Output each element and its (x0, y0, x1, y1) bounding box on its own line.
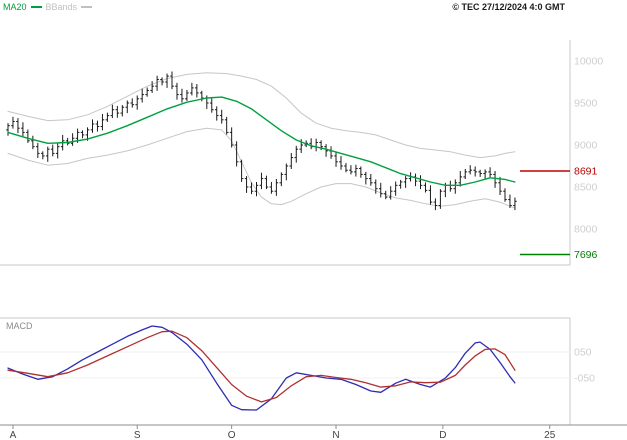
time-axis-label: 25 (544, 430, 556, 440)
time-axis-label: O (228, 430, 236, 440)
macd-tick-label: -050 (574, 373, 595, 385)
time-axis-label: N (332, 430, 339, 440)
price-tick-label: 9500 (574, 98, 598, 110)
macd-line (7, 325, 516, 411)
resistance-price-label: 8691 (574, 165, 598, 177)
macd-signal-line (7, 330, 516, 403)
support-price-label: 7696 (574, 249, 598, 261)
legend-ma20-label: MA20 (3, 2, 27, 12)
ma20-line-swatch (30, 6, 42, 8)
time-axis-label: S (134, 430, 141, 440)
bollinger-lower-line (7, 127, 516, 209)
time-axis-label: A (10, 430, 17, 440)
macd-panel-label: MACD (6, 321, 33, 331)
bbands-line-swatch (81, 6, 93, 8)
macd-tick-label: 050 (574, 347, 592, 359)
copyright-timestamp: © TEC 27/12/2024 4:0 GMT (452, 2, 565, 12)
price-tick-label: 8000 (574, 224, 598, 236)
price-tick-label: 9000 (574, 140, 598, 152)
chart-legend: MA20 BBands (3, 2, 93, 12)
bollinger-upper-line (7, 72, 516, 159)
price-tick-label: 8500 (574, 182, 598, 194)
time-axis-label: D (439, 430, 446, 440)
ma20-line (7, 96, 516, 187)
legend-bbands-label: BBands (45, 2, 78, 12)
price-tick-label: 10000 (574, 56, 603, 68)
